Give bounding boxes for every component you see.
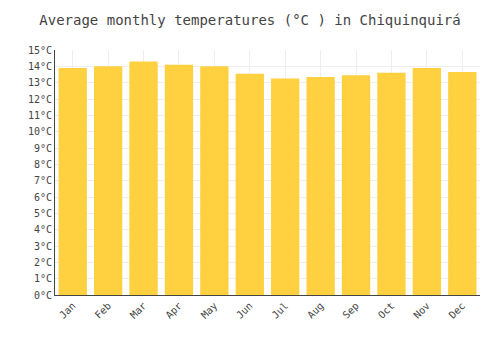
svg-text:10°C: 10°C <box>28 126 52 137</box>
svg-text:7°C: 7°C <box>34 175 52 186</box>
svg-text:Jan: Jan <box>57 300 78 321</box>
svg-text:6°C: 6°C <box>34 192 52 203</box>
svg-text:Sep: Sep <box>340 300 361 321</box>
svg-text:Mar: Mar <box>128 300 149 321</box>
svg-text:0°C: 0°C <box>34 290 52 301</box>
svg-text:Jun: Jun <box>234 300 255 321</box>
svg-text:9°C: 9°C <box>34 143 52 154</box>
svg-text:Jul: Jul <box>270 300 291 321</box>
svg-text:Average monthly temperatures (: Average monthly temperatures (°C ) in Ch… <box>39 12 460 28</box>
svg-text:Feb: Feb <box>93 300 114 321</box>
svg-text:13°C: 13°C <box>28 77 52 88</box>
svg-text:3°C: 3°C <box>34 241 52 252</box>
svg-text:1°C: 1°C <box>34 273 52 284</box>
svg-text:15°C: 15°C <box>28 45 52 56</box>
svg-text:2°C: 2°C <box>34 257 52 268</box>
svg-text:12°C: 12°C <box>28 94 52 105</box>
svg-text:Nov: Nov <box>411 300 432 321</box>
svg-text:4°C: 4°C <box>34 224 52 235</box>
svg-text:May: May <box>199 300 220 321</box>
svg-text:8°C: 8°C <box>34 159 52 170</box>
svg-text:Oct: Oct <box>376 300 397 321</box>
svg-text:11°C: 11°C <box>28 110 52 121</box>
svg-text:Apr: Apr <box>163 300 184 321</box>
svg-text:Dec: Dec <box>447 300 468 321</box>
svg-text:5°C: 5°C <box>34 208 52 219</box>
svg-text:Aug: Aug <box>305 300 326 321</box>
svg-text:14°C: 14°C <box>28 61 52 72</box>
